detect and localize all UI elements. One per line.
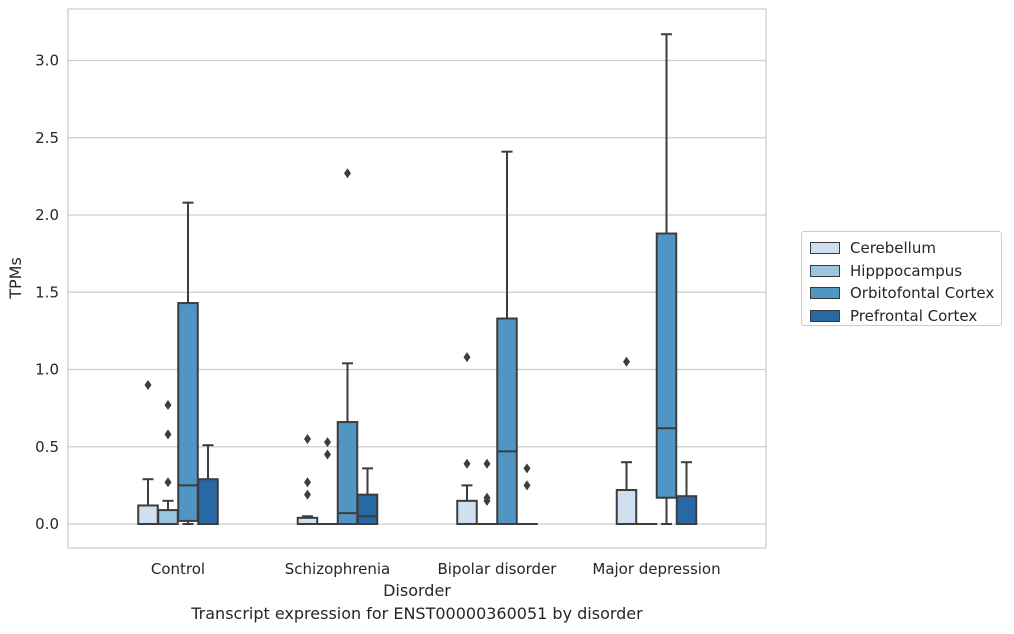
outlier-point (164, 429, 172, 440)
box (476, 458, 498, 526)
legend: Cerebellum Hipppocampus Orbitofontal Cor… (801, 231, 1002, 326)
legend-swatch (810, 242, 840, 255)
box-body (157, 509, 179, 526)
x-tick-label: Bipolar disorder (438, 560, 558, 578)
y-tick-label: 0.0 (35, 515, 59, 533)
legend-label: Hipppocampus (850, 261, 963, 280)
box (655, 33, 678, 525)
box (177, 201, 199, 525)
outlier-point (623, 356, 630, 367)
box (336, 168, 359, 525)
legend-swatch (810, 287, 840, 300)
y-axis-title: TPMs (6, 257, 25, 300)
box (456, 352, 478, 526)
box (356, 467, 379, 525)
series-orbitofontal-cortex (177, 33, 678, 526)
outlier-point (324, 437, 331, 448)
chart-title: Transcript expression for ENST0000036005… (191, 604, 643, 623)
legend-item-orbitofrontal-cortex: Orbitofontal Cortex (810, 282, 1001, 305)
x-axis-title: Disorder (383, 581, 451, 600)
box-body (336, 421, 359, 525)
outlier-point (523, 480, 531, 491)
legend-label: Orbitofontal Cortex (850, 284, 995, 303)
box-body (675, 495, 698, 526)
legend-swatch (810, 264, 840, 277)
box (197, 444, 219, 526)
series-prefrontal-cortex (197, 444, 698, 526)
plot-frame (67, 8, 767, 549)
y-tick-label: 3.0 (35, 52, 59, 70)
box-body (137, 504, 159, 525)
legend-swatch (810, 309, 840, 322)
outlier-point (523, 463, 531, 474)
box-body (356, 493, 379, 525)
y-tick-label: 2.5 (35, 129, 59, 147)
outlier-point (304, 434, 311, 445)
legend-label: Prefrontal Cortex (850, 306, 978, 325)
outlier-point (483, 492, 491, 503)
x-tick-labels: Control Schizophrenia Bipolar disorder Majo… (151, 560, 721, 578)
x-tick-label: Major depression (592, 560, 720, 578)
y-tick-label: 0.5 (35, 438, 59, 456)
outlier-point (144, 379, 152, 390)
legend-label: Cerebellum (850, 239, 936, 258)
box-body (177, 302, 199, 522)
box-body (615, 489, 638, 526)
y-tick-labels: 0.0 0.5 1.0 1.5 2.0 2.5 3.0 (35, 52, 59, 534)
series-hipppocampus (157, 400, 658, 526)
outlier-point (344, 168, 351, 179)
box-body (655, 232, 678, 499)
box (296, 434, 319, 526)
box-body (197, 478, 219, 526)
box (496, 150, 518, 526)
outlier-point (483, 458, 491, 469)
box (137, 379, 159, 525)
outlier-point (304, 489, 311, 500)
legend-item-hippocampus: Hipppocampus (810, 260, 1001, 283)
outlier-point (324, 449, 331, 460)
legend-item-prefrontal-cortex: Prefrontal Cortex (810, 305, 1001, 328)
series-cerebellum (137, 352, 638, 526)
outlier-point (463, 458, 471, 469)
outlier-point (164, 400, 172, 411)
box (157, 400, 179, 526)
box (316, 437, 339, 526)
box (675, 461, 698, 526)
outlier-point (304, 477, 311, 488)
box (516, 463, 538, 526)
x-tick-label: Schizophrenia (285, 560, 390, 578)
outlier-point (463, 352, 471, 363)
box-body (456, 499, 478, 526)
y-tick-label: 1.0 (35, 361, 59, 379)
outlier-point (164, 477, 172, 488)
y-tick-label: 1.5 (35, 283, 59, 301)
x-tick-label: Control (151, 560, 205, 578)
box-series (137, 33, 698, 526)
y-tick-label: 2.0 (35, 206, 59, 224)
legend-item-cerebellum: Cerebellum (810, 237, 1001, 260)
box (615, 356, 638, 526)
box-body (496, 317, 518, 526)
